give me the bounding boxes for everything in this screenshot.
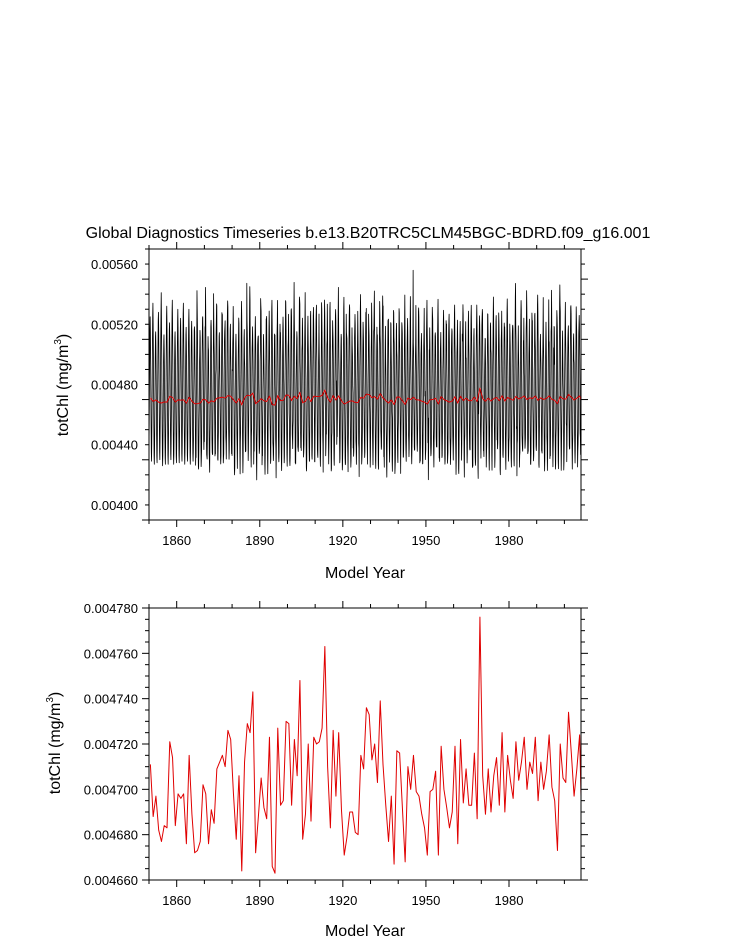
top-ytick-label: 0.00440 (91, 438, 138, 453)
top-xlabel: Model Year (325, 565, 406, 582)
bottom-ylabel-sup: 3 (45, 697, 56, 703)
bottom-xtick-label: 1950 (411, 893, 440, 908)
bottom-ytick-label: 0.004680 (84, 828, 138, 843)
bottom-axes: 1860 1890 1920 1950 1980 0.004660 0.004680 0.00… (84, 601, 588, 908)
top-ytick-label: 0.00400 (91, 498, 138, 513)
bottom-xtick-label: 1980 (495, 893, 524, 908)
bottom-xlabel: Model Year (325, 923, 406, 940)
bottom-ytick-label: 0.004780 (84, 601, 138, 616)
bottom-ylabel-close: ) (47, 692, 64, 697)
top-ylabel-sup: 3 (53, 339, 64, 345)
top-plot-lines (149, 269, 581, 481)
bottom-xtick-label: 1920 (328, 893, 357, 908)
top-ylabel-close: ) (55, 334, 72, 339)
bottom-xtick-label: 1860 (162, 893, 191, 908)
top-xtick-label: 1890 (245, 533, 274, 548)
top-ytick-label: 0.00560 (91, 257, 138, 272)
top-ytick-label: 0.00480 (91, 378, 138, 393)
bottom-ytick-label: 0.004660 (84, 873, 138, 888)
bottom-xtick-label: 1890 (245, 893, 274, 908)
top-ytick-label: 0.00520 (91, 317, 138, 332)
top-xtick-label: 1920 (328, 533, 357, 548)
top-ylabel: totChl (mg/m3) (53, 334, 72, 436)
monthly-series-line (149, 269, 581, 481)
top-xtick-label: 1860 (162, 533, 191, 548)
top-xtick-label: 1980 (495, 533, 524, 548)
bottom-plot-lines (149, 616, 581, 874)
bottom-ytick-label: 0.004720 (84, 737, 138, 752)
bottom-ytick-label: 0.004760 (84, 646, 138, 661)
bottom-ytick-label: 0.004740 (84, 692, 138, 707)
bottom-panel: 1860 1890 1920 1950 1980 0.004660 0.004680 0.00… (45, 601, 588, 940)
top-panel: 1860 1890 1920 1950 1980 0.00400 0.00440 0.0048… (53, 242, 588, 582)
top-ylabel-main: totChl (mg/m (55, 345, 72, 437)
annual-mean-line (149, 387, 581, 406)
top-axes: 1860 1890 1920 1950 1980 0.00400 0.00440 0.0048… (91, 242, 588, 548)
chart-title: Global Diagnostics Timeseries b.e13.B20T… (86, 225, 651, 242)
bottom-ylabel-main: totChl (mg/m (47, 703, 64, 795)
top-xtick-label: 1950 (411, 533, 440, 548)
bottom-ytick-label: 0.004700 (84, 782, 138, 797)
bottom-ylabel: totChl (mg/m3) (45, 692, 64, 794)
annual-mean-line-zoom (149, 616, 581, 874)
